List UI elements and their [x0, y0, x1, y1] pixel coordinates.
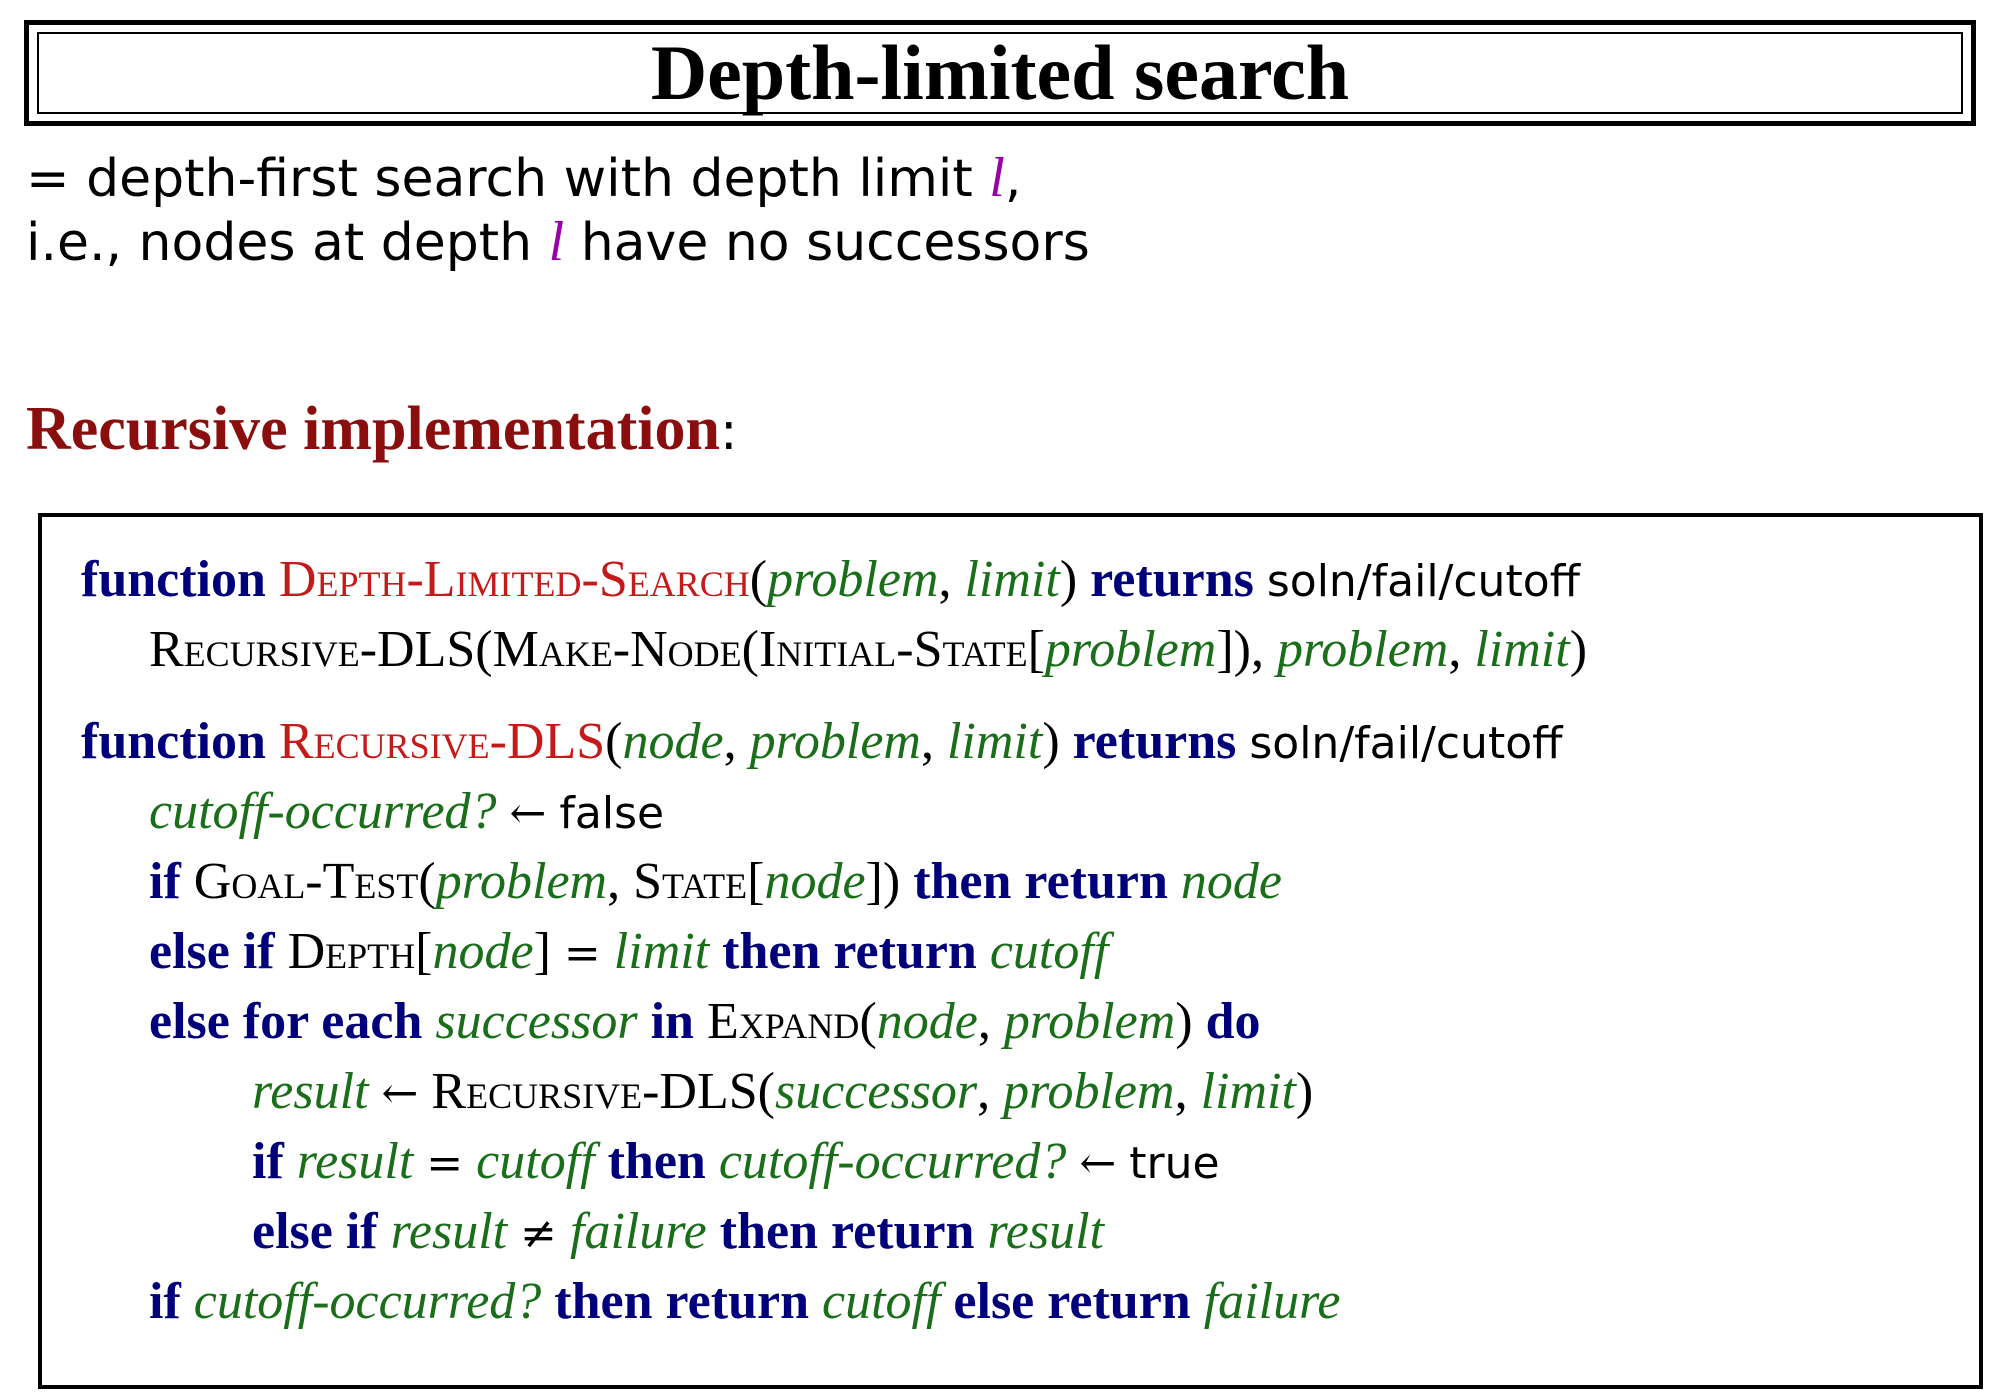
kw-then-return: then return [913, 853, 1168, 910]
kw-else-return: else return [953, 1273, 1191, 1330]
fn-recursive-dls: Recursive-DLS [278, 713, 606, 770]
intro-line-2-tail: have no successors [564, 213, 1090, 273]
proc-state: State [633, 853, 748, 910]
code-line-3: function Recursive-DLS(node, problem, li… [81, 713, 1563, 770]
var-failure: failure [570, 1203, 707, 1260]
proc-initial-state: Initial-State [758, 621, 1028, 678]
code-line-8: result ← Recursive-DLS(successor, proble… [252, 1063, 1314, 1120]
code-line-11: if cutoff-occurred? then return cutoff e… [149, 1276, 1340, 1328]
op-equals: = [426, 1138, 464, 1189]
fn-depth-limited-search: Depth-Limited-Search [278, 551, 750, 608]
var-problem: problem [749, 713, 921, 770]
slide-title: Depth-limited search [650, 29, 1350, 116]
kw-else-for-each: else for each [149, 993, 423, 1050]
var-limit: limit [1200, 1063, 1296, 1120]
var-cutoff: cutoff [989, 923, 1109, 980]
kw-if: if [149, 853, 181, 910]
code-line-9: if result = cutoff then cutoff-occurred?… [252, 1136, 1220, 1188]
var-limit: limit [613, 923, 710, 980]
var-cutoff: cutoff [822, 1273, 941, 1330]
var-problem: problem [435, 853, 608, 910]
pseudocode-box: function Depth-Limited-Search(problem, l… [38, 513, 1983, 1389]
kw-else-if: else if [149, 923, 275, 980]
var-limit: limit [1474, 621, 1570, 678]
var-successor: successor [774, 1063, 978, 1120]
return-type: soln/fail/cutoff [1266, 556, 1580, 607]
proc-recursive-dls: Recursive-DLS [149, 621, 476, 678]
code-line-6: else if Depth[node] = limit then return … [149, 923, 1109, 980]
assign-arrow: ← [381, 1068, 419, 1119]
var-result: result [390, 1203, 508, 1260]
code-line-1: function Depth-Limited-Search(problem, l… [81, 551, 1580, 608]
var-cutoff-occurred: cutoff-occurred? [718, 1133, 1067, 1190]
proc-make-node: Make-Node [492, 621, 742, 678]
kw-if: if [149, 1273, 181, 1330]
title-inner-frame: Depth-limited search [37, 32, 1963, 114]
kw-then-return: then return [722, 923, 977, 980]
section-heading-text: Recursive implementation [26, 395, 720, 463]
var-cutoff: cutoff [476, 1133, 595, 1190]
var-problem: problem [1003, 993, 1176, 1050]
var-result: result [296, 1133, 414, 1190]
intro-line-2: i.e., nodes at depth l have no successor… [26, 214, 1090, 270]
return-type: soln/fail/cutoff [1249, 718, 1563, 769]
literal-false: false [559, 788, 665, 839]
var-result: result [987, 1203, 1104, 1260]
kw-then-return: then return [554, 1273, 809, 1330]
kw-then: then [607, 1133, 706, 1190]
var-limit: limit [946, 713, 1043, 770]
var-cutoff-occurred: cutoff-occurred? [149, 783, 497, 840]
var-result: result [252, 1063, 369, 1120]
var-problem: problem [1276, 621, 1449, 678]
intro-line-1-tail: , [1004, 149, 1022, 209]
code-line-4: cutoff-occurred? ← false [149, 786, 664, 838]
var-limit: limit [964, 551, 1060, 608]
depth-limit-var: l [548, 211, 565, 273]
code-line-2: Recursive-DLS(Make-Node(Initial-State[pr… [149, 621, 1588, 678]
kw-returns: returns [1072, 713, 1237, 770]
var-node: node [1180, 853, 1282, 910]
literal-true: true [1129, 1138, 1220, 1189]
section-heading-colon: : [719, 402, 738, 462]
var-node: node [876, 993, 978, 1050]
kw-function: function [81, 713, 266, 770]
var-node: node [622, 713, 724, 770]
kw-in: in [650, 993, 694, 1050]
var-problem: problem [1044, 621, 1217, 678]
var-node: node [432, 923, 534, 980]
proc-expand: Expand [706, 993, 860, 1050]
kw-do: do [1205, 993, 1261, 1050]
section-heading: Recursive implementation: [26, 398, 737, 460]
assign-arrow: ← [509, 788, 547, 839]
code-line-5: if Goal-Test(problem, State[node]) then … [149, 853, 1282, 910]
var-successor: successor [435, 993, 638, 1050]
kw-function: function [81, 551, 266, 608]
intro-line-2-text: i.e., nodes at depth [26, 213, 549, 273]
proc-depth: Depth [287, 923, 416, 980]
op-not-equals: ≠ [520, 1208, 558, 1259]
proc-recursive-dls: Recursive-DLS [431, 1063, 758, 1120]
code-line-7: else for each successor in Expand(node, … [149, 993, 1261, 1050]
depth-limit-var: l [989, 147, 1005, 209]
intro-line-1: = depth-first search with depth limit l, [26, 150, 1021, 206]
var-problem: problem [767, 551, 939, 608]
title-box: Depth-limited search [24, 20, 1976, 126]
kw-else-if: else if [252, 1203, 378, 1260]
code-line-10: else if result ≠ failure then return res… [252, 1206, 1104, 1258]
var-node: node [764, 853, 866, 910]
assign-arrow: ← [1079, 1138, 1117, 1189]
kw-then-return: then return [719, 1203, 975, 1260]
op-equals: = [563, 928, 601, 979]
var-failure: failure [1203, 1273, 1341, 1330]
kw-returns: returns [1090, 551, 1254, 608]
intro-line-1-text: = depth-first search with depth limit [26, 149, 990, 209]
var-problem: problem [1003, 1063, 1175, 1120]
kw-if: if [252, 1133, 284, 1190]
var-cutoff-occurred: cutoff-occurred? [193, 1273, 542, 1330]
proc-goal-test: Goal-Test [193, 853, 419, 910]
